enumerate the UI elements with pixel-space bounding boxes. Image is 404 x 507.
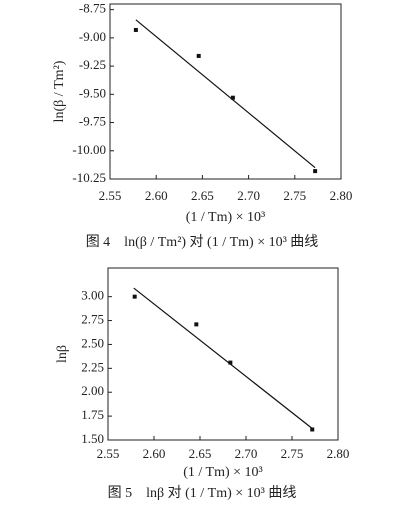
x-tick-label: 2.75 [281,446,304,461]
plot-frame [109,3,342,180]
point [196,53,201,58]
y-tick-label: 2.00 [81,383,104,398]
y-axis-label: ln(β / Tm²) [52,60,67,122]
point [310,427,315,432]
y-tick-label: -10.00 [72,142,106,157]
caption: 图 5 lnβ 对 (1 / Tm) × 10³ 曲线 [108,485,297,501]
fit-line [133,287,313,430]
x-tick-label: 2.65 [191,188,214,203]
point [133,27,138,32]
x-tick-label: 2.55 [99,188,122,203]
x-tick-label: 2.80 [327,446,350,461]
x-tick-label: 2.75 [283,188,306,203]
x-axis-label: (1 / Tm) × 10³ [183,465,263,480]
x-tick-label: 2.60 [145,188,168,203]
y-tick-label: -9.00 [79,29,106,44]
x-tick-label: 2.70 [235,446,258,461]
x-tick-label: 2.70 [237,188,260,203]
y-tick-label: 1.50 [81,431,104,446]
y-tick-label: -10.25 [72,170,106,185]
plot-frame [107,267,339,441]
y-axis-label: lnβ [55,345,70,363]
y-tick-label: -9.75 [79,114,106,129]
point [132,294,137,299]
point [230,95,235,100]
x-tick-label: 2.80 [330,188,353,203]
y-tick-label: 2.75 [81,312,104,327]
y-tick-label: 3.00 [81,288,104,303]
y-tick-label: -8.75 [79,1,106,16]
y-tick-label: 1.75 [81,407,104,422]
x-tick-label: 2.60 [143,446,166,461]
fit-line [135,19,316,169]
x-axis-label: (1 / Tm) × 10³ [186,210,266,225]
point [313,169,318,174]
x-tick-label: 2.65 [189,446,212,461]
x-tick-label: 2.55 [97,446,120,461]
y-tick-label: -9.50 [79,85,106,100]
point [228,360,233,365]
y-tick-label: -9.25 [79,57,106,72]
y-tick-label: 2.50 [81,335,104,350]
y-tick-label: 2.25 [81,359,104,374]
caption: 图 4 ln(β / Tm²) 对 (1 / Tm) × 10³ 曲线 [86,234,319,250]
point [194,322,199,327]
